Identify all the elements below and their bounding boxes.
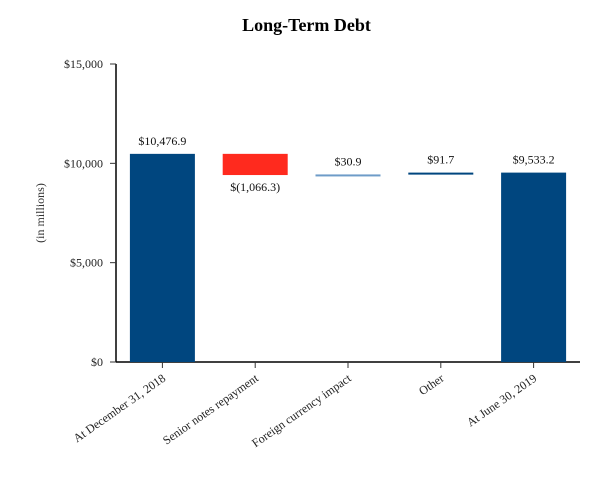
bar-increase [315, 174, 381, 177]
data-labels: $10,476.9 $(1,066.3) $30.9 $91.7 $9,533.2 [138, 134, 554, 194]
chart-title: Long-Term Debt [242, 15, 371, 35]
data-label: $91.7 [427, 153, 454, 167]
x-tick-label: Foreign currency impact [249, 371, 354, 451]
bar-decrease [222, 153, 288, 176]
y-tick-label: $0 [91, 355, 103, 369]
data-label: $30.9 [335, 154, 362, 168]
y-tick-label: $5,000 [70, 256, 103, 270]
bar-total [129, 153, 195, 362]
y-axis: $0 $5,000 $10,000 $15,000 [64, 57, 117, 369]
y-tick-label: $10,000 [64, 156, 103, 170]
y-tick-label: $15,000 [64, 57, 103, 71]
bar-total [501, 172, 567, 362]
data-label: $10,476.9 [138, 134, 186, 148]
data-label: $9,533.2 [513, 153, 555, 167]
data-label: $(1,066.3) [230, 180, 280, 194]
x-tick-label: At December 31, 2018 [71, 371, 169, 445]
x-tick-label: Other [416, 371, 446, 398]
bar-increase [408, 172, 474, 175]
x-tick-label: Senior notes repayment [160, 371, 261, 448]
x-tick-label: At June 30, 2019 [464, 371, 539, 430]
y-axis-label: (in millions) [33, 183, 47, 243]
bars [129, 153, 567, 362]
